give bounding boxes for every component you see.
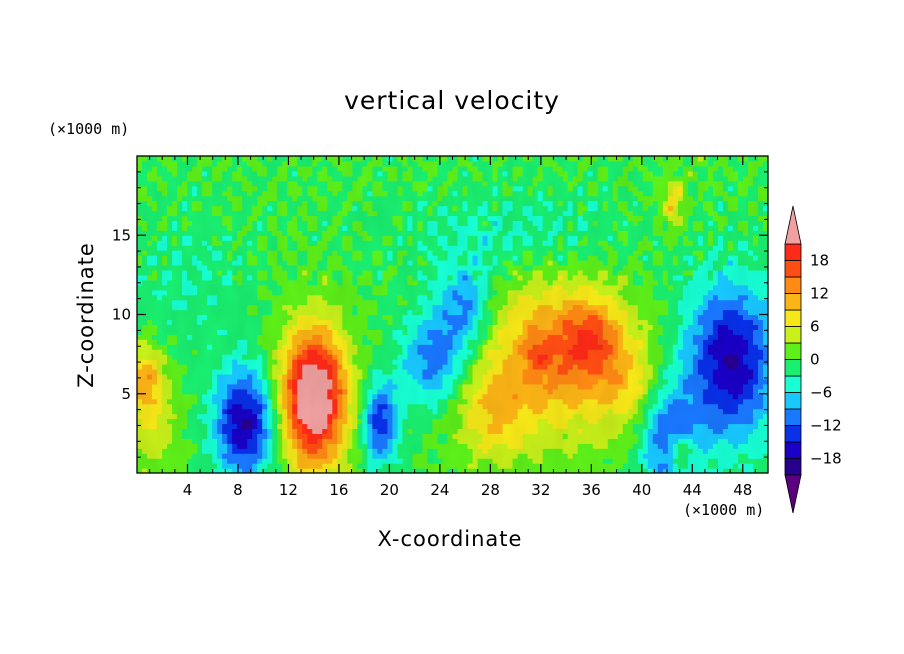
x-axis-unit-label: (×1000 m) — [683, 501, 765, 519]
chart-title: vertical velocity — [344, 86, 560, 115]
x-axis-title: X-coordinate — [0, 527, 904, 551]
x-axis-title-text: X-coordinate — [377, 527, 523, 551]
y-axis-unit-label: (×1000 m) — [48, 120, 130, 138]
